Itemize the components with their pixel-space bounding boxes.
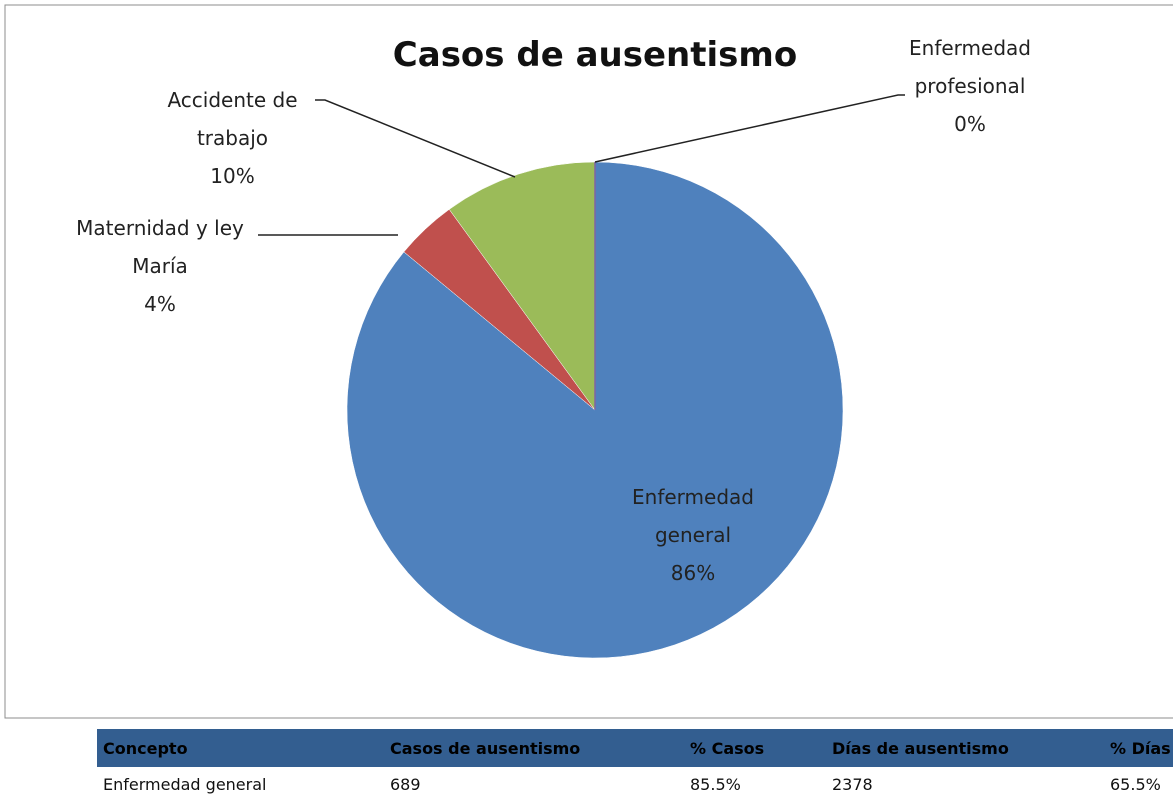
data-table: Concepto Casos de ausentismo% Casos Días d…: [97, 729, 1173, 805]
data-label-text: Accidente de trabajo 10%: [150, 81, 315, 195]
data-label: Accidente de trabajo 10%: [150, 81, 315, 195]
chart: Casos de ausentismo Enfermedad general 86…: [4, 4, 1173, 719]
data-label: Enfermedad profesional 0%: [880, 29, 1060, 143]
table-row: Enfermedad general 689 85.5% 2378 65.5%: [97, 767, 1173, 805]
header-cell: % Días: [1104, 729, 1173, 767]
data-label-text: Enfermedad general 86%: [613, 478, 773, 592]
chart-title: Casos de ausentismo: [393, 35, 797, 75]
table-cell: Enfermedad general: [103, 775, 267, 794]
table-header: Concepto Casos de ausentismo% Casos Días d…: [97, 729, 1173, 767]
label-value: 10%: [210, 164, 255, 188]
label-value: 4%: [144, 292, 176, 316]
label-category: Maternidad y ley María: [76, 216, 244, 278]
leader-line: [594, 94, 905, 163]
label-category: Enfermedad profesional: [909, 36, 1031, 98]
data-label-text: Maternidad y ley María 4%: [70, 209, 250, 323]
header-cell: Casos de ausentismo: [384, 729, 684, 767]
header-cell: Días de ausentismo: [826, 729, 1104, 767]
leader-line: [315, 99, 516, 178]
table-cell: 2378: [832, 775, 873, 794]
data-label: Maternidad y ley María 4%: [70, 209, 250, 323]
label-value: 0%: [954, 112, 986, 136]
header-cell: % Casos: [684, 729, 826, 767]
table-cell: 85.5%: [690, 775, 741, 794]
pie-slice: [448, 161, 596, 411]
label-category: Enfermedad general: [632, 485, 754, 547]
table-cell: 65.5%: [1110, 775, 1161, 794]
label-value: 86%: [670, 561, 716, 585]
label-category: Accidente de trabajo: [167, 88, 298, 150]
table-body: Enfermedad general 689 85.5% 2378 65.5%: [97, 767, 1173, 805]
data-label: Enfermedad general 86%: [613, 478, 773, 592]
data-label-text: Enfermedad profesional 0%: [880, 29, 1060, 143]
header-cell: Concepto: [97, 729, 384, 767]
table-cell: 689: [390, 775, 421, 794]
